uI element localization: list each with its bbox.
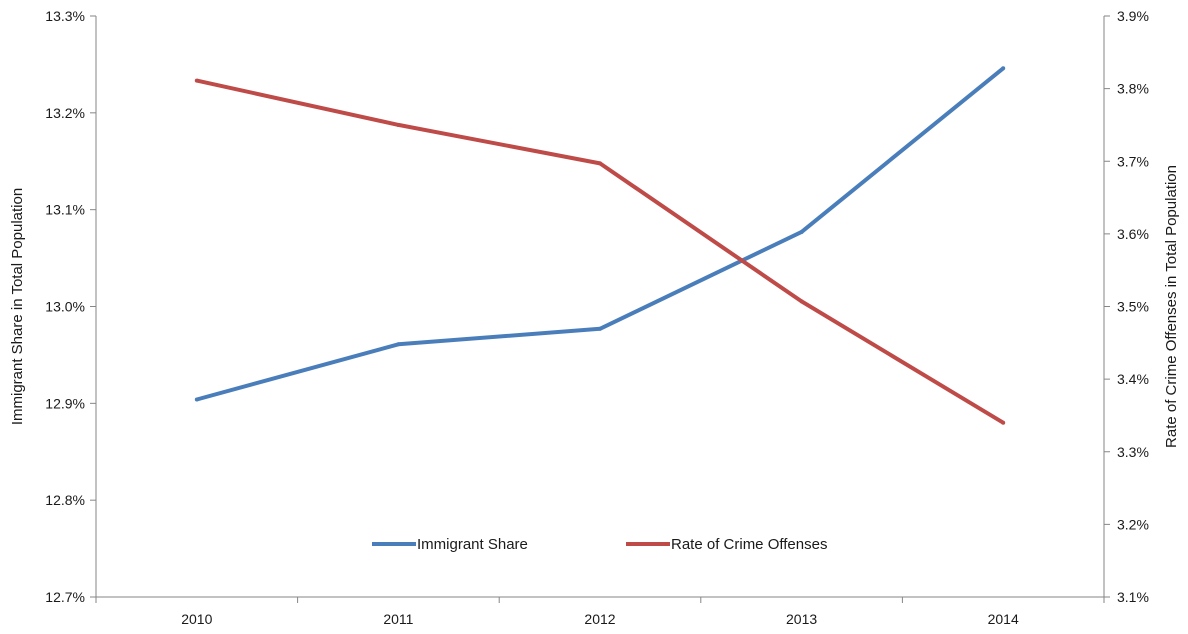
y-left-tick-label: 13.0% <box>45 299 85 315</box>
y-left-tick-label: 12.9% <box>45 395 85 411</box>
y-right-tick-label: 3.4% <box>1117 371 1149 387</box>
y-right-tick-label: 3.2% <box>1117 516 1149 532</box>
series-lines <box>196 66 1005 425</box>
x-tick-label: 2013 <box>786 611 817 627</box>
y-right-tick-label: 3.8% <box>1117 81 1149 97</box>
series-points <box>194 66 1006 425</box>
immigrant-share-point <box>799 229 804 234</box>
y-left-tick-label: 13.2% <box>45 105 85 121</box>
rate-of-crime-offenses-point <box>194 78 199 83</box>
x-tick-label: 2010 <box>181 611 212 627</box>
legend-label-rate-of-crime-offenses: Rate of Crime Offenses <box>671 536 827 553</box>
y-right-tick-label: 3.3% <box>1117 444 1149 460</box>
x-tick-label: 2012 <box>584 611 615 627</box>
y-left-tick-label: 12.7% <box>45 589 85 605</box>
rate-of-crime-offenses-point <box>1001 420 1006 425</box>
x-tick-label: 2011 <box>383 611 413 627</box>
y-axis-left-title: Immigrant Share in Total Population <box>9 188 26 425</box>
immigrant-share-point <box>598 326 602 331</box>
rate-of-crime-offenses-line <box>196 78 1005 425</box>
y-right-tick-label: 3.1% <box>1117 589 1149 605</box>
y-right-tick-label: 3.7% <box>1117 153 1149 169</box>
y-left-tick-label: 12.8% <box>45 492 85 508</box>
y-right-tick-label: 3.9% <box>1117 8 1149 24</box>
y-right-tick-label: 3.5% <box>1117 299 1149 315</box>
immigrant-share-point <box>1001 66 1006 71</box>
legend-label-immigrant-share: Immigrant Share <box>417 536 528 553</box>
axes: 12.7% 12.8% 12.9% 13.0% 13.1% 13.2% 13.3% 3.1% 3… <box>45 8 1149 627</box>
x-tick-label: 2014 <box>988 611 1019 627</box>
y-left-tick-label: 13.1% <box>45 202 85 218</box>
y-right-tick-label: 3.6% <box>1117 226 1149 242</box>
rate-of-crime-offenses-point <box>598 161 602 166</box>
immigrant-share-point <box>194 397 199 402</box>
y-left-tick-label: 13.3% <box>45 8 85 24</box>
rate-of-crime-offenses-point <box>799 299 804 304</box>
y-axis-right-title: Rate of Crime Offenses in Total Populati… <box>1163 165 1180 448</box>
immigrant-share-point <box>396 342 401 347</box>
legend: Immigrant Share Rate of Crime Offenses <box>372 536 827 553</box>
rate-of-crime-offenses-point <box>396 122 401 127</box>
